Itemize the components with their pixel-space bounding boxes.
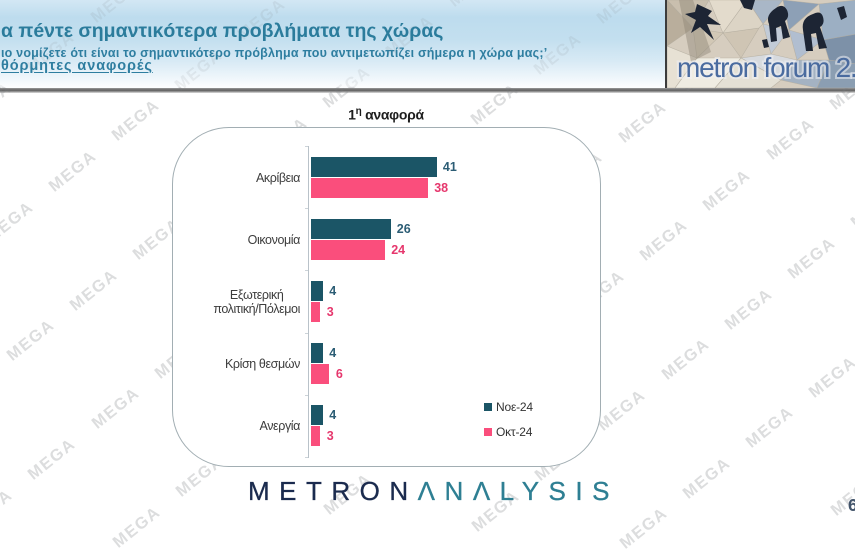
svg-text:metron forum 2.: metron forum 2. xyxy=(677,52,855,83)
